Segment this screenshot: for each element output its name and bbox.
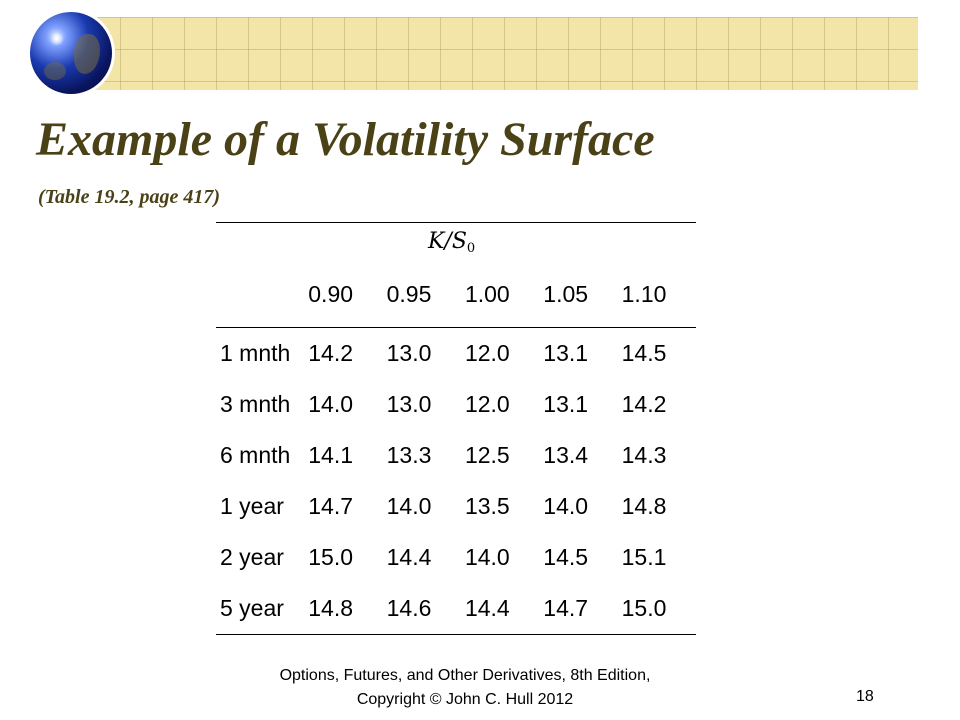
vol-cell: 13.0 [386,391,432,417]
table-row: 2 year 15.0 14.4 14.0 14.5 15.1 [216,532,696,583]
vol-cell: 14.8 [621,493,667,519]
vol-cell: 14.3 [621,442,667,468]
table-header-row: K/S0 [216,222,696,261]
vol-cell: 13.1 [543,340,589,366]
vol-cell: 14.7 [308,493,354,519]
strike-row: 0.90 0.95 1.00 1.05 1.10 [216,261,696,328]
page-number: 18 [856,688,874,705]
maturity-label: 6 mnth [220,442,291,468]
slide-footer: Options, Futures, and Other Derivatives,… [240,664,690,712]
strike-ratio-header: K/S0 [216,222,696,261]
table-row: 6 mnth 14.1 13.3 12.5 13.4 14.3 [216,430,696,481]
vol-cell: 13.4 [543,442,589,468]
maturity-label: 2 year [220,544,284,570]
footer-line-2: Copyright © John C. Hull 2012 [356,691,574,708]
header-map-banner [88,17,918,90]
vol-cell: 13.3 [386,442,432,468]
maturity-label: 1 year [220,493,284,519]
vol-cell: 13.5 [464,493,510,519]
volatility-table: K/S0 0.90 0.95 1.00 1.05 1.10 1 mnth 14.… [216,222,696,635]
vol-cell: 14.4 [460,583,540,635]
vol-cell: 14.5 [621,340,667,366]
vol-cell: 14.8 [304,583,383,635]
maturity-label: 3 mnth [220,391,291,417]
vol-cell: 14.2 [621,391,667,417]
vol-cell: 14.2 [308,340,354,366]
vol-cell: 14.0 [464,544,510,570]
table-row: 3 mnth 14.0 13.0 12.0 13.1 14.2 [216,379,696,430]
vol-cell: 15.0 [308,544,354,570]
vol-cell: 14.6 [382,583,461,635]
vol-cell: 15.0 [617,583,696,635]
maturity-label: 5 year [216,583,305,635]
vol-cell: 14.4 [386,544,432,570]
vol-cell: 14.7 [539,583,618,635]
strike-cell: 1.05 [539,261,618,328]
vol-cell: 12.0 [464,391,510,417]
table-row: 1 mnth 14.2 13.0 12.0 13.1 14.5 [216,328,696,380]
vol-cell: 12.0 [464,340,510,366]
vol-cell: 14.5 [543,544,589,570]
table-row: 1 year 14.7 14.0 13.5 14.0 14.8 [216,481,696,532]
table-row: 5 year 14.8 14.6 14.4 14.7 15.0 [216,583,696,635]
strike-cell: 1.00 [460,261,540,328]
vol-cell: 13.0 [386,340,432,366]
slide-subtitle: (Table 19.2, page 417) [38,186,221,208]
strike-cell: 0.95 [382,261,461,328]
vol-cell: 12.5 [464,442,510,468]
footer-line-1: Options, Futures, and Other Derivatives,… [279,667,651,684]
vol-cell: 15.1 [621,544,667,570]
slide-title: Example of a Volatility Surface [36,113,655,166]
vol-cell: 13.1 [543,391,589,417]
vol-cell: 14.0 [386,493,432,519]
globe-logo [30,12,112,94]
vol-cell: 14.0 [308,391,354,417]
vol-cell: 14.1 [308,442,354,468]
strike-cell: 0.90 [304,261,383,328]
vol-cell: 14.0 [543,493,589,519]
maturity-label: 1 mnth [220,340,291,366]
corner-cell [216,261,305,328]
strike-cell: 1.10 [617,261,696,328]
